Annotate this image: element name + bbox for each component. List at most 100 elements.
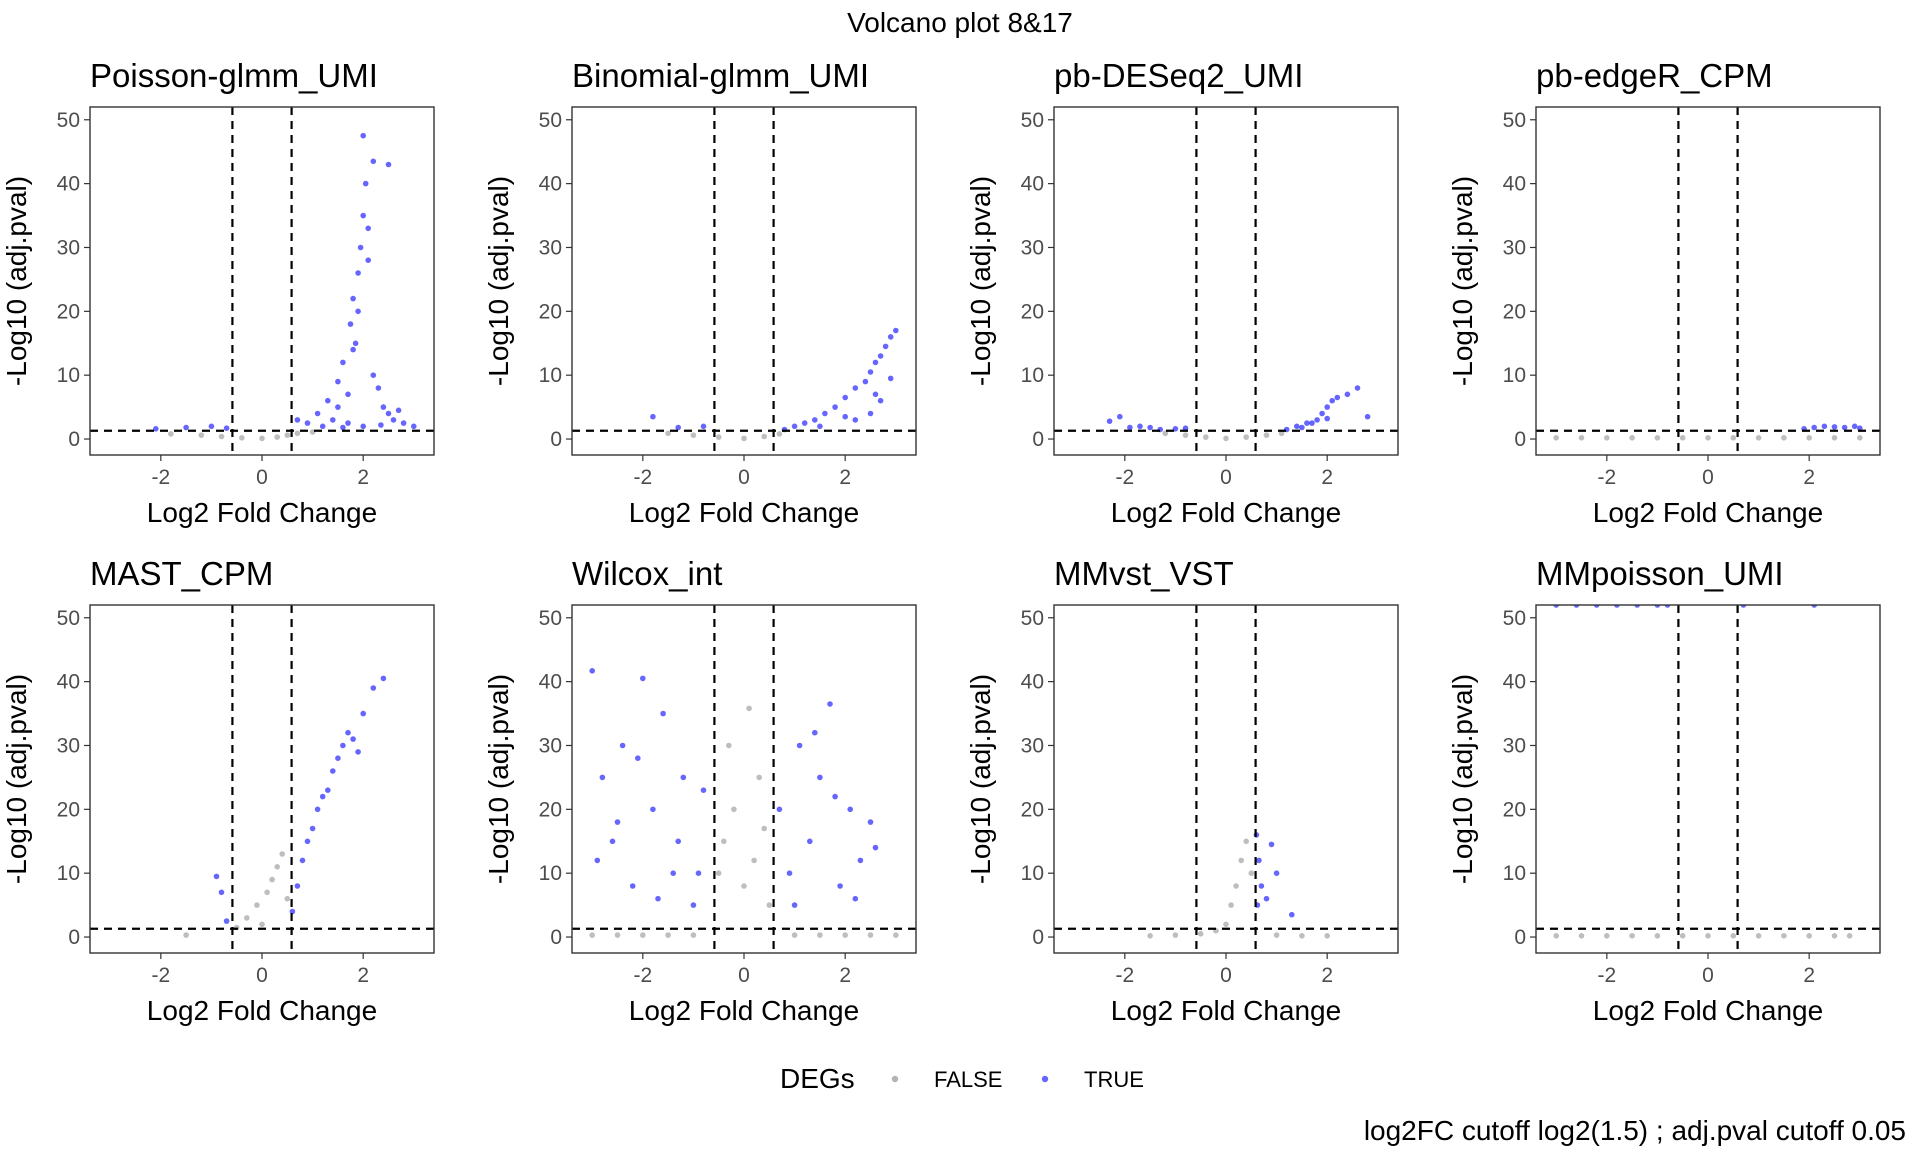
deg-true-point: [375, 385, 382, 391]
deg-true-point: [360, 212, 367, 219]
deg-true-point: [347, 321, 354, 327]
legend-title: DEGs: [780, 1063, 855, 1094]
deg-false-point: [1228, 902, 1234, 908]
deg-false-point: [198, 432, 205, 439]
deg-true-point: [355, 749, 361, 755]
deg-true-point: [887, 375, 894, 382]
y-tick-label: 40: [539, 671, 562, 694]
panel-border: [89, 106, 435, 456]
deg-true-point: [670, 870, 676, 876]
y-tick-label: 20: [57, 798, 80, 821]
deg-true-point: [208, 423, 215, 430]
deg-true-point: [589, 668, 595, 674]
deg-true-point: [1857, 425, 1863, 432]
x-tick-label: -2: [633, 964, 652, 987]
x-tick-label: 2: [1321, 964, 1333, 987]
deg-false-point: [746, 705, 752, 712]
deg-false-point: [218, 433, 225, 440]
deg-true-point: [867, 410, 874, 417]
deg-true-point: [786, 870, 793, 876]
y-tick-label: 20: [1021, 798, 1044, 821]
y-tick-label: 50: [1503, 109, 1526, 132]
deg-true-point: [655, 895, 661, 902]
deg-true-point: [325, 787, 331, 793]
legend-false-label: FALSE: [934, 1067, 1002, 1092]
y-tick-label: 30: [1503, 236, 1526, 259]
deg-true-point: [1364, 413, 1371, 420]
deg-true-point: [832, 793, 838, 800]
y-tick-label: 50: [1021, 109, 1044, 132]
deg-false-point: [867, 932, 874, 938]
panel-border: [1053, 604, 1399, 954]
deg-true-point: [370, 685, 377, 691]
x-tick-label: 0: [1702, 964, 1714, 987]
deg-false-point: [1629, 435, 1635, 441]
x-tick-label: 2: [839, 964, 851, 987]
panel-border: [1053, 106, 1399, 456]
y-tick-label: 0: [1514, 428, 1526, 451]
y-tick-label: 20: [1503, 300, 1526, 323]
deg-true-point: [807, 838, 813, 845]
deg-true-point: [695, 870, 702, 876]
y-tick-label: 0: [68, 926, 80, 949]
deg-false-point: [1147, 933, 1153, 939]
panel-title: MAST_CPM: [90, 555, 273, 592]
x-axis-label: Log2 Fold Change: [147, 995, 377, 1026]
deg-false-point: [1273, 932, 1280, 938]
deg-true-point: [867, 819, 874, 825]
deg-false-point: [1654, 435, 1661, 441]
panel-title: Wilcox_int: [572, 555, 722, 592]
deg-false-point: [1162, 430, 1169, 437]
y-tick-label: 10: [1503, 862, 1526, 885]
deg-true-point: [1324, 404, 1330, 410]
deg-true-point: [1319, 410, 1325, 417]
deg-true-point: [893, 327, 899, 334]
deg-true-point: [675, 424, 681, 431]
deg-false-point: [168, 431, 174, 437]
deg-false-point: [1578, 933, 1585, 939]
deg-false-point: [715, 870, 722, 876]
deg-true-point: [1117, 413, 1123, 420]
deg-true-point: [629, 883, 636, 889]
deg-false-point: [1679, 435, 1686, 441]
deg-true-point: [852, 385, 859, 391]
deg-false-point: [690, 932, 697, 938]
deg-true-point: [1273, 870, 1280, 876]
deg-true-point: [223, 918, 230, 924]
deg-true-point: [1334, 394, 1341, 401]
deg-true-point: [842, 413, 848, 420]
x-tick-label: 0: [256, 466, 268, 489]
deg-true-point: [309, 825, 316, 832]
x-tick-label: 0: [738, 964, 750, 987]
deg-true-point: [350, 346, 356, 353]
deg-false-point: [279, 851, 286, 857]
points-layer: [650, 327, 899, 442]
deg-false-point: [183, 932, 189, 938]
deg-true-point: [218, 889, 225, 896]
deg-true-point: [847, 806, 853, 813]
x-tick-label: 0: [738, 466, 750, 489]
x-tick-label: -2: [1115, 964, 1134, 987]
deg-false-point: [274, 434, 281, 440]
y-axis-label: -Log10 (adj.pval): [1, 176, 32, 386]
y-tick-label: 40: [1503, 671, 1526, 694]
deg-false-point: [1755, 435, 1762, 441]
deg-true-point: [599, 774, 606, 781]
deg-true-point: [1256, 857, 1262, 864]
deg-false-point: [1299, 933, 1305, 939]
deg-false-point: [1705, 435, 1711, 441]
deg-true-point: [345, 729, 351, 736]
y-tick-label: 30: [1021, 236, 1044, 259]
legend: DEGs FALSE TRUE: [780, 1063, 1144, 1094]
points-layer: [1553, 605, 1853, 939]
deg-false-point: [1243, 838, 1249, 845]
deg-true-point: [183, 424, 189, 431]
panel-title: MMpoisson_UMI: [1536, 555, 1784, 592]
deg-false-point: [1278, 430, 1285, 437]
deg-false-point: [284, 432, 291, 439]
x-axis-label: Log2 Fold Change: [629, 497, 859, 528]
deg-true-point: [370, 158, 377, 165]
y-axis-label: -Log10 (adj.pval): [483, 674, 514, 884]
